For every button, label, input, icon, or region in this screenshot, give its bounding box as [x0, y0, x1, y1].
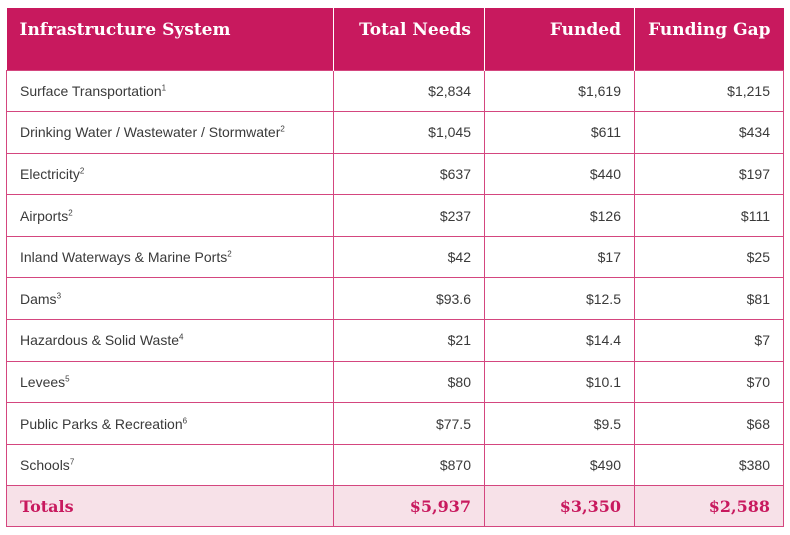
cell-infrastructure-system: Schools7 — [6, 443, 334, 487]
footnote-marker: 4 — [179, 332, 184, 342]
cell-funding-gap: $70 — [634, 360, 784, 404]
table-row: Schools7 $870 $490 $380 — [6, 443, 784, 487]
cell-total-needs: $21 — [333, 319, 485, 362]
footnote-marker: 6 — [182, 415, 188, 425]
cell-funded: $490 — [484, 443, 635, 487]
system-name: Dams — [20, 290, 57, 307]
cell-infrastructure-system: Inland Waterways & Marine Ports2 — [6, 235, 334, 279]
header-total-needs: Total Needs — [333, 8, 485, 70]
cell-infrastructure-system: Dams3 — [6, 277, 334, 321]
table-row: Hazardous & Solid Waste4 $21 $14.4 $7 — [6, 319, 784, 362]
totals-label: Totals — [6, 485, 334, 528]
system-name: Hazardous & Solid Waste — [20, 332, 179, 349]
cell-funded: $440 — [484, 152, 635, 196]
cell-total-needs: $93.6 — [333, 277, 485, 321]
cell-total-needs: $42 — [333, 235, 485, 279]
cell-funded: $14.4 — [484, 319, 635, 362]
cell-funded: $17 — [484, 235, 635, 279]
table-body: Surface Transportation1 $2,834 $1,619 $1,21… — [6, 69, 784, 487]
system-name: Airports — [20, 207, 69, 224]
header-row: Infrastructure System Total Needs Funded… — [6, 8, 784, 70]
table-row: Surface Transportation1 $2,834 $1,619 $1,21… — [6, 69, 784, 113]
cell-total-needs: $2,834 — [333, 69, 485, 113]
totals-row: Totals $5,937 $3,350 $2,588 — [6, 485, 784, 528]
cell-infrastructure-system: Surface Transportation1 — [6, 69, 334, 113]
table-footer: Totals $5,937 $3,350 $2,588 — [6, 485, 784, 528]
cell-funding-gap: $25 — [634, 235, 784, 279]
table-row: Electricity2 $637 $440 $197 — [6, 152, 784, 196]
table-row: Levees5 $80 $10.1 $70 — [6, 360, 784, 404]
cell-infrastructure-system: Hazardous & Solid Waste4 — [6, 319, 334, 362]
cell-infrastructure-system: Public Parks & Recreation6 — [6, 402, 334, 445]
totals-funded: $3,350 — [484, 485, 635, 528]
system-name: Electricity — [20, 165, 80, 182]
table-row: Dams3 $93.6 $12.5 $81 — [6, 277, 784, 321]
system-name: Levees — [20, 373, 66, 390]
footnote-marker: 2 — [227, 249, 232, 259]
cell-funding-gap: $68 — [634, 402, 784, 445]
footnote-marker: 1 — [161, 83, 167, 93]
infrastructure-funding-table-container: Infrastructure System Total Needs Funded… — [6, 8, 784, 528]
cell-funding-gap: $81 — [634, 277, 784, 321]
totals-funding-gap: $2,588 — [634, 485, 784, 528]
infrastructure-funding-table: Infrastructure System Total Needs Funded… — [6, 8, 784, 528]
cell-funded: $611 — [484, 111, 635, 154]
cell-funding-gap: $1,215 — [634, 69, 784, 113]
system-name: Public Parks & Recreation — [20, 415, 183, 432]
header-funding-gap: Funding Gap — [634, 8, 784, 70]
system-name: Surface Transportation — [20, 82, 162, 99]
cell-funding-gap: $197 — [634, 152, 784, 196]
cell-funded: $12.5 — [484, 277, 635, 321]
table-row: Inland Waterways & Marine Ports2 $42 $17 $2… — [6, 235, 784, 279]
system-name: Inland Waterways & Marine Ports — [20, 249, 228, 266]
cell-total-needs: $237 — [333, 194, 485, 237]
table-row: Airports2 $237 $126 $111 — [6, 194, 784, 237]
cell-funding-gap: $380 — [634, 443, 784, 487]
cell-funding-gap: $7 — [634, 319, 784, 362]
footnote-marker: 5 — [65, 374, 70, 384]
footnote-marker: 2 — [68, 207, 73, 217]
footnote-marker: 2 — [280, 124, 285, 134]
table-header: Infrastructure System Total Needs Funded… — [6, 8, 784, 70]
cell-total-needs: $1,045 — [333, 111, 485, 154]
cell-infrastructure-system: Levees5 — [6, 360, 334, 404]
cell-total-needs: $870 — [333, 443, 485, 487]
cell-total-needs: $637 — [333, 152, 485, 196]
cell-total-needs: $77.5 — [333, 402, 485, 445]
table-row: Drinking Water / Wastewater / Stormwater… — [6, 111, 784, 154]
cell-total-needs: $80 — [333, 360, 485, 404]
cell-funded: $1,619 — [484, 69, 635, 113]
footnote-marker: 2 — [79, 166, 85, 176]
cell-infrastructure-system: Drinking Water / Wastewater / Stormwater… — [6, 111, 334, 154]
cell-infrastructure-system: Airports2 — [6, 194, 334, 237]
totals-total-needs: $5,937 — [333, 485, 485, 528]
cell-funded: $9.5 — [484, 402, 635, 445]
table-row: Public Parks & Recreation6 $77.5 $9.5 $68 — [6, 402, 784, 445]
system-name: Drinking Water / Wastewater / Stormwater — [20, 124, 281, 141]
header-infrastructure-system: Infrastructure System — [6, 8, 334, 70]
system-name: Schools — [20, 457, 70, 474]
footnote-marker: 7 — [69, 457, 75, 467]
cell-funding-gap: $434 — [634, 111, 784, 154]
cell-funded: $126 — [484, 194, 635, 237]
cell-funded: $10.1 — [484, 360, 635, 404]
cell-funding-gap: $111 — [634, 194, 784, 237]
header-funded: Funded — [484, 8, 635, 70]
footnote-marker: 3 — [56, 291, 62, 301]
cell-infrastructure-system: Electricity2 — [6, 152, 334, 196]
